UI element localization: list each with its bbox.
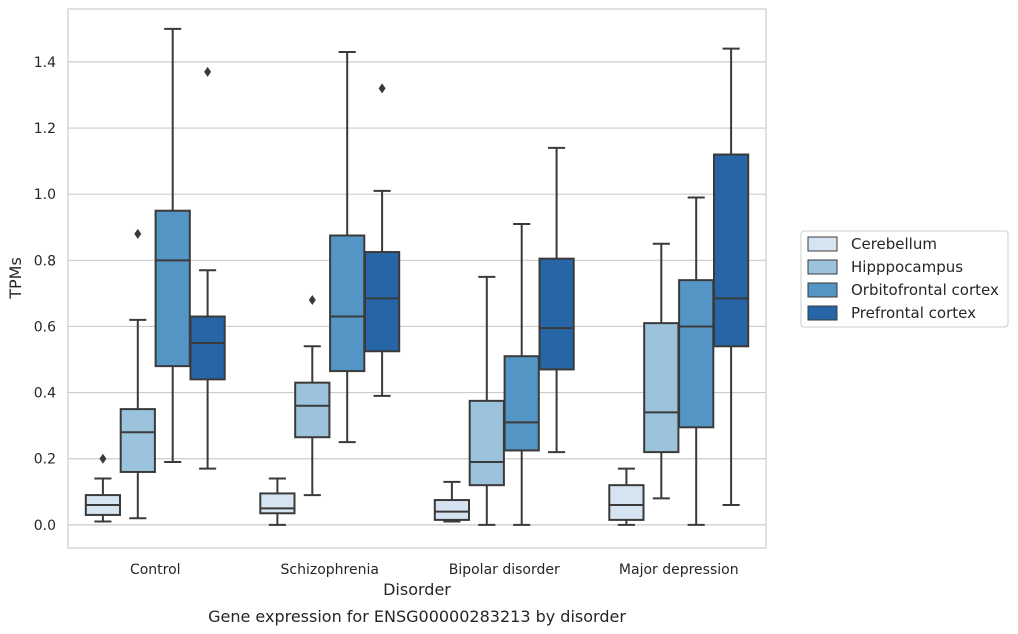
y-tick-label: 1.4 <box>34 55 56 71</box>
plot-frame <box>67 8 767 549</box>
y-tick-label: 0.2 <box>34 452 56 468</box>
box-prefrontal-cortex-schizophrenia <box>363 83 401 397</box>
box-hipppocampus-schizophrenia <box>294 294 331 497</box>
chart-caption: Gene expression for ENSG00000283213 by d… <box>208 607 626 626</box>
legend-label-prefrontal-cortex: Prefrontal cortex <box>851 304 976 322</box>
box-iqr <box>643 322 680 454</box>
legend-swatch-hipppocampus <box>807 259 838 275</box>
y-tick-label: 1.2 <box>34 121 56 137</box>
box-iqr <box>503 355 540 452</box>
box-orbitofrontal-cortex-schizophrenia <box>329 50 366 444</box>
box-prefrontal-cortex-bipolar-disorder <box>538 146 575 454</box>
box-iqr <box>363 251 401 353</box>
outlier-point <box>204 66 212 77</box>
x-tick-label: Bipolar disorder <box>449 562 560 578</box>
legend-swatch-orbitofrontal-cortex <box>807 282 838 298</box>
box-orbitofrontal-cortex-major-depression <box>678 196 715 526</box>
box-hipppocampus-bipolar-disorder <box>468 275 505 526</box>
outlier-point <box>134 228 142 239</box>
box-iqr <box>433 499 471 521</box>
box-series <box>84 27 750 526</box>
outlier-point <box>308 294 316 305</box>
box-cerebellum-control <box>84 453 122 523</box>
box-cerebellum-schizophrenia <box>259 477 296 526</box>
legend: Cerebellum Hipppocampus Orbitofrontal cort… <box>800 230 1009 328</box>
box-iqr <box>712 153 750 348</box>
y-tick-label: 0.0 <box>34 518 56 534</box>
box-iqr <box>329 234 366 373</box>
y-tick-label: 1.0 <box>34 187 56 203</box>
legend-swatch-cerebellum <box>807 236 838 252</box>
box-cerebellum-major-depression <box>608 467 645 526</box>
series-orbitofrontal-cortex <box>154 27 715 526</box>
outlier-point <box>99 453 107 464</box>
box-iqr <box>678 279 715 429</box>
x-tick-label: Schizophrenia <box>281 562 379 578</box>
box-orbitofrontal-cortex-control <box>154 27 191 464</box>
box-iqr <box>259 492 296 515</box>
box-prefrontal-cortex-control <box>189 66 226 470</box>
legend-label-cerebellum: Cerebellum <box>851 235 937 253</box>
x-tick-label: Major depression <box>619 562 739 578</box>
box-prefrontal-cortex-major-depression <box>712 47 750 507</box>
y-tick-label: 0.8 <box>34 253 56 269</box>
x-axis-ticks: Control Schizophrenia Bipolar disorder Majo… <box>130 562 739 578</box>
box-iqr <box>538 257 575 371</box>
box-iqr <box>119 408 156 473</box>
series-prefrontal-cortex <box>189 47 750 507</box>
box-iqr <box>608 484 645 521</box>
box-iqr <box>468 399 505 487</box>
legend-frame <box>800 230 1009 328</box>
y-axis-label: TPMs <box>6 257 25 300</box>
legend-label-orbitofrontal-cortex: Orbitofrontal cortex <box>851 281 999 299</box>
series-hipppocampus <box>119 228 680 526</box>
box-iqr <box>154 209 191 368</box>
box-iqr <box>189 315 226 381</box>
y-tick-label: 0.6 <box>34 319 56 335</box>
legend-label-hipppocampus: Hipppocampus <box>851 258 963 276</box>
y-axis-ticks: 0.0 0.2 0.4 0.6 0.8 1.0 1.2 1.4 <box>34 55 56 534</box>
x-tick-label: Control <box>130 562 181 578</box>
box-orbitofrontal-cortex-bipolar-disorder <box>503 222 540 526</box>
x-axis-label: Disorder <box>383 580 451 599</box>
box-hipppocampus-major-depression <box>643 242 680 500</box>
box-hipppocampus-control <box>119 228 156 520</box>
legend-swatch-prefrontal-cortex <box>807 305 838 321</box>
y-tick-label: 0.4 <box>34 386 56 402</box>
box-iqr <box>294 381 331 439</box>
series-cerebellum <box>84 453 645 526</box>
outlier-point <box>378 83 386 94</box>
box-cerebellum-bipolar-disorder <box>433 480 471 523</box>
